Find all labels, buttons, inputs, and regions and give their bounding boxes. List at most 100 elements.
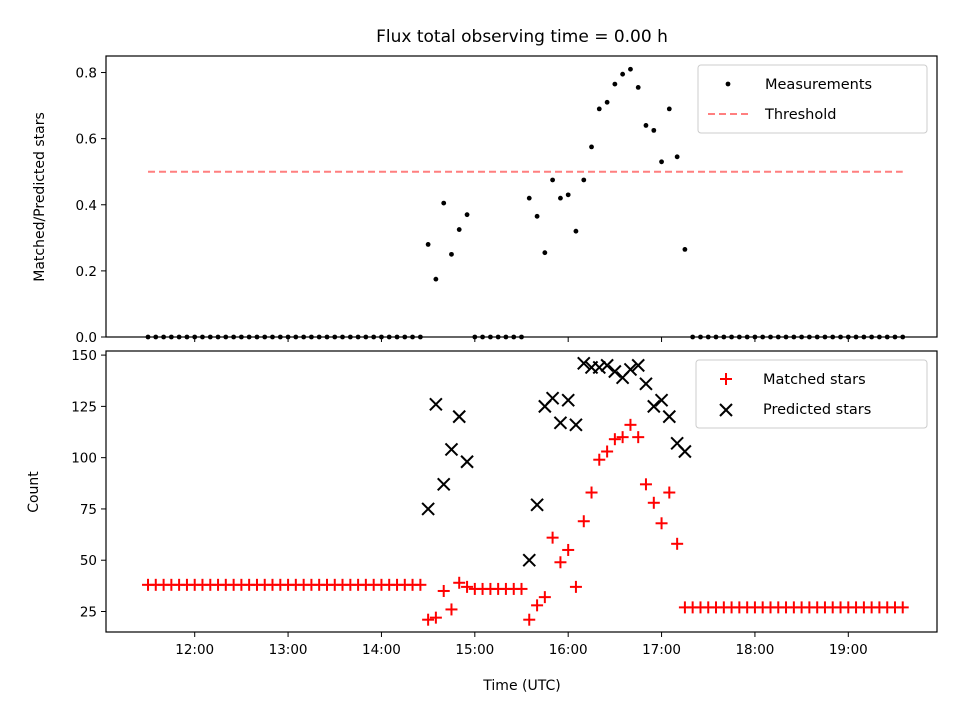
predicted-star-point bbox=[647, 399, 661, 414]
legend-predicted-label: Predicted stars bbox=[763, 402, 871, 418]
matched-star-point bbox=[647, 496, 660, 509]
predicted-star-point bbox=[444, 442, 459, 457]
x-tick-label: 17:00 bbox=[642, 642, 681, 658]
measurement-point bbox=[433, 276, 439, 282]
matched-star-point bbox=[538, 591, 551, 604]
measurement-point bbox=[643, 123, 649, 128]
x-axis-label: Time (UTC) bbox=[482, 678, 560, 694]
predicted-star-point bbox=[577, 356, 591, 371]
bottom-legend-box bbox=[695, 359, 928, 429]
top-y-tick-label: 0.6 bbox=[76, 132, 97, 148]
matched-star-point bbox=[608, 433, 621, 446]
measurement-point bbox=[659, 159, 664, 165]
measurement-point bbox=[534, 213, 540, 219]
top-y-tick-label: 0.0 bbox=[76, 330, 97, 346]
predicted-star-point bbox=[623, 362, 638, 377]
predicted-star-point bbox=[592, 360, 606, 375]
matched-star-point bbox=[569, 580, 582, 593]
matched-star-point bbox=[515, 582, 528, 595]
measurement-point bbox=[651, 127, 657, 133]
measurement-point bbox=[573, 228, 579, 234]
measurement-point bbox=[635, 85, 641, 90]
predicted-star-point bbox=[545, 391, 560, 405]
matched-star-point bbox=[554, 556, 567, 569]
legend-measurements-label: Measurements bbox=[765, 77, 872, 93]
predicted-star-point bbox=[608, 364, 622, 379]
matched-star-point bbox=[593, 453, 606, 466]
top-y-tick-label: 0.4 bbox=[76, 198, 97, 214]
top-y-axis-label: Matched/Predicted stars bbox=[32, 112, 48, 282]
legend-matched-label: Matched stars bbox=[763, 372, 866, 388]
top-y-tick-label: 0.8 bbox=[76, 66, 97, 82]
predicted-star-point bbox=[569, 418, 583, 432]
predicted-star-point bbox=[561, 393, 575, 407]
predicted-star-point bbox=[437, 477, 451, 492]
bottom-y-tick-label: 25 bbox=[80, 604, 97, 620]
predicted-star-point bbox=[662, 409, 677, 424]
measurement-point bbox=[589, 144, 594, 150]
matched-star-point bbox=[624, 418, 637, 431]
measurements-panel: Flux total observing time = 0.00 h Match… bbox=[32, 27, 938, 346]
chart-title: Flux total observing time = 0.00 h bbox=[376, 27, 668, 47]
predicted-star-point bbox=[429, 397, 443, 412]
measurement-point bbox=[612, 81, 618, 87]
matched-star-point bbox=[429, 611, 442, 624]
matched-star-point bbox=[523, 613, 536, 626]
predicted-star-point bbox=[460, 455, 474, 469]
measurement-point bbox=[441, 200, 447, 206]
matched-star-point bbox=[663, 486, 676, 499]
matched-star-point bbox=[453, 576, 466, 589]
matched-star-point bbox=[461, 580, 474, 593]
matched-star-point bbox=[445, 603, 458, 616]
measurement-point bbox=[425, 242, 431, 247]
measurement-point bbox=[550, 177, 555, 183]
bottom-legend: Matched stars Predicted stars bbox=[695, 359, 928, 429]
measurement-point bbox=[666, 106, 672, 112]
legend-predicted-marker bbox=[719, 403, 733, 417]
x-tick-label: 13:00 bbox=[269, 642, 308, 658]
legend-matched-marker bbox=[720, 373, 732, 385]
predicted-star-point bbox=[631, 358, 645, 373]
matched-star-point bbox=[671, 537, 684, 550]
x-tick-label: 12:00 bbox=[175, 642, 214, 658]
matched-star-point bbox=[601, 445, 614, 458]
matched-star-point bbox=[437, 584, 450, 597]
top-y-tick-label: 0.2 bbox=[76, 264, 97, 280]
matched-star-point bbox=[577, 515, 590, 528]
predicted-star-point bbox=[639, 377, 653, 391]
matched-star-point bbox=[546, 531, 559, 544]
measurement-point bbox=[449, 251, 454, 257]
predicted-star-point bbox=[553, 416, 568, 430]
predicted-star-point bbox=[678, 444, 692, 459]
x-tick-label: 18:00 bbox=[735, 642, 774, 658]
bottom-axes-frame bbox=[105, 350, 938, 633]
measurement-point bbox=[604, 99, 610, 105]
matched-star-point bbox=[616, 431, 629, 444]
matched-star-point bbox=[562, 543, 575, 556]
matched-star-point bbox=[896, 601, 909, 614]
matched-star-point bbox=[655, 517, 668, 530]
predicted-star-point bbox=[530, 498, 544, 512]
predicted-star-point bbox=[654, 393, 669, 407]
matched-star-point bbox=[585, 486, 598, 499]
matched-star-point bbox=[639, 478, 652, 491]
measurement-point bbox=[526, 195, 532, 201]
bottom-y-tick-label: 125 bbox=[71, 399, 97, 415]
measurement-point bbox=[682, 246, 688, 252]
bottom-y-tick-label: 50 bbox=[80, 553, 97, 569]
top-axes-frame bbox=[105, 55, 938, 338]
predicted-star-point bbox=[600, 358, 614, 373]
predicted-star-point bbox=[452, 409, 466, 424]
counts-panel: Count Time (UTC) 25 50 75 100 125 150 12:00 13:… bbox=[26, 348, 938, 694]
bottom-y-tick-label: 150 bbox=[71, 348, 97, 364]
measurement-point bbox=[456, 227, 462, 232]
top-legend: Measurements Threshold bbox=[697, 64, 928, 134]
matched-star-point bbox=[531, 599, 544, 612]
top-legend-box bbox=[697, 64, 928, 134]
matched-star-point bbox=[422, 613, 435, 626]
predicted-star-point bbox=[421, 502, 435, 516]
measurement-point bbox=[565, 192, 571, 198]
predicted-star-point bbox=[522, 553, 536, 567]
x-tick-label: 14:00 bbox=[362, 642, 401, 658]
